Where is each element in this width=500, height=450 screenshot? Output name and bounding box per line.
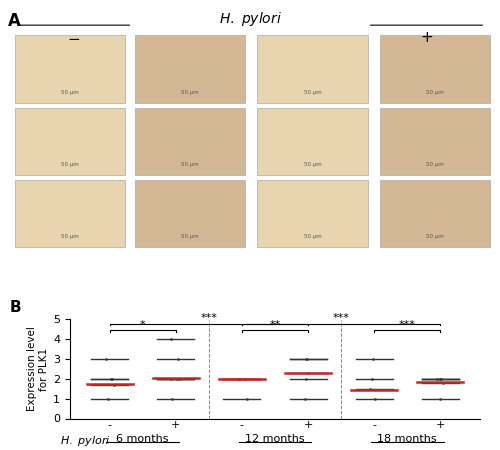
Text: 50 µm: 50 µm (426, 234, 444, 239)
Text: B: B (10, 300, 22, 315)
Text: 6 months: 6 months (0, 35, 2, 88)
FancyBboxPatch shape (380, 108, 490, 175)
Text: 50 µm: 50 µm (181, 90, 199, 95)
Text: A: A (8, 12, 20, 30)
Text: 50 µm: 50 µm (304, 162, 322, 167)
FancyBboxPatch shape (380, 36, 490, 103)
Text: 18 months: 18 months (378, 434, 437, 444)
Text: ***: *** (399, 320, 415, 330)
Text: 18 months: 18 months (0, 176, 2, 236)
FancyBboxPatch shape (15, 180, 125, 247)
FancyBboxPatch shape (135, 36, 245, 103)
Text: 6 months: 6 months (116, 434, 169, 444)
FancyBboxPatch shape (15, 36, 125, 103)
Text: 50 µm: 50 µm (426, 90, 444, 95)
Text: $-$: $-$ (67, 30, 80, 45)
Text: 50 µm: 50 µm (426, 162, 444, 167)
Text: 50 µm: 50 µm (181, 162, 199, 167)
Text: ***: *** (200, 314, 218, 324)
FancyBboxPatch shape (380, 180, 490, 247)
Text: 12 months: 12 months (245, 434, 305, 444)
Text: 50 µm: 50 µm (61, 234, 79, 239)
FancyBboxPatch shape (258, 108, 368, 175)
Text: **: ** (270, 320, 280, 330)
Text: *: * (140, 320, 145, 330)
Text: $+$: $+$ (420, 30, 433, 45)
FancyBboxPatch shape (135, 108, 245, 175)
Text: 50 µm: 50 µm (181, 234, 199, 239)
FancyBboxPatch shape (258, 36, 368, 103)
Text: $\it{H.\ pylori}$: $\it{H.\ pylori}$ (60, 434, 111, 448)
FancyBboxPatch shape (15, 108, 125, 175)
Text: 50 µm: 50 µm (61, 162, 79, 167)
FancyBboxPatch shape (135, 180, 245, 247)
Text: 50 µm: 50 µm (304, 90, 322, 95)
FancyBboxPatch shape (258, 180, 368, 247)
Text: 50 µm: 50 µm (304, 234, 322, 239)
Text: 50 µm: 50 µm (61, 90, 79, 95)
Text: ***: *** (332, 314, 349, 324)
Y-axis label: Expression level
for PLK1: Expression level for PLK1 (28, 327, 49, 411)
Text: 12 months: 12 months (0, 104, 2, 163)
Text: $\it{H.\ pylori}$: $\it{H.\ pylori}$ (218, 9, 282, 27)
